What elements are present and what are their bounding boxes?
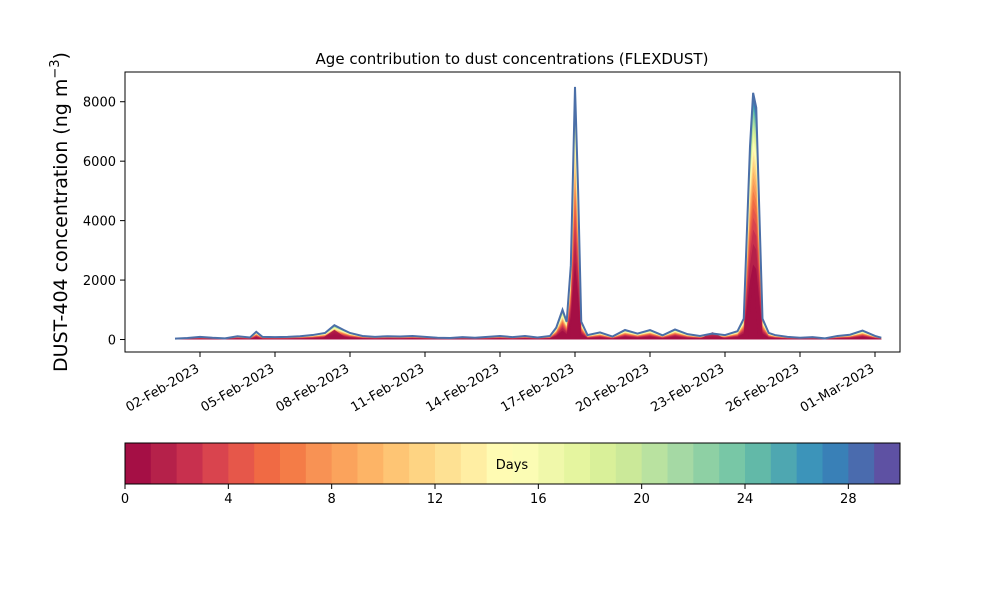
colorbar-cell [409,443,436,484]
total-line-path [174,86,882,340]
colorbar-cell [745,443,772,484]
x-axis: 02-Feb-202305-Feb-202308-Feb-202311-Feb-… [123,352,877,416]
y-axis-label-exponent: −3 [48,59,63,78]
colorbar-cell [512,443,539,484]
x-tick-label: 23-Feb-2023 [648,361,727,415]
colorbar-cell [693,443,720,484]
colorbar-cell [641,443,668,484]
young-peak-3 [748,271,759,340]
colorbar-cell [770,443,798,484]
colorbar-cell [564,443,591,484]
x-tick-label: 08-Feb-2023 [273,361,352,415]
young-peak-0 [320,329,349,340]
colorbar-cell [435,443,462,484]
x-tick-label: 26-Feb-2023 [723,361,802,415]
colorbar-cell [590,443,617,484]
colorbar-ticks: 0 4 8 12 16 20 24 28 [121,484,857,507]
colorbar-cell [125,443,152,484]
total-concentration-line [174,86,882,340]
colorbar-cell [848,443,875,484]
colorbar-frame [124,442,901,485]
y-axis-label-main: DUST-404 concentration (ng m [50,79,72,372]
axes-frame [125,72,900,352]
young-peak-2 [698,332,727,340]
colorbar-cell [331,443,358,484]
colorbar-label: Days [496,458,529,473]
colorbar-cell [460,443,488,484]
colorbar-cell [615,443,643,484]
x-tick-label: 01-Mar-2023 [798,361,877,415]
colorbar-cell [383,443,410,484]
y-tick-label: 4000 [83,215,116,230]
x-tick-label: 17-Feb-2023 [498,361,577,415]
young-age-fill [320,262,759,340]
colorbar-tick-label: 0 [121,492,129,507]
colorbar: Days 0 4 8 12 16 20 24 28 [121,442,901,507]
y-tick-label: 6000 [83,155,116,170]
colorbar-tick-label: 20 [633,492,650,507]
x-tick-label: 14-Feb-2023 [423,361,502,415]
y-tick-label: 8000 [83,96,116,111]
x-tick-label: 11-Feb-2023 [348,361,427,415]
colorbar-cell [822,443,849,484]
y-axis-label: DUST-404 concentration (ng m−3) [48,52,72,372]
colorbar-tick-label: 4 [224,492,232,507]
colorbar-cell [176,443,203,484]
x-tick-label: 05-Feb-2023 [198,361,277,415]
y-tick-label: 2000 [83,274,116,289]
colorbar-tick-label: 16 [530,492,547,507]
colorbar-cell [202,443,229,484]
young-peak-1 [570,262,580,340]
colorbar-cell [874,443,901,484]
colorbar-tick-label: 24 [737,492,754,507]
colorbar-tick-label: 28 [840,492,857,507]
axes-border [124,71,901,353]
colorbar-cells [125,443,901,484]
colorbar-cell [486,443,513,484]
x-tick-label: 20-Feb-2023 [573,361,652,415]
plot-area: 0 2000 4000 6000 8000 02-Feb-202305-Feb-2023… [83,71,901,416]
colorbar-tick-label: 12 [427,492,444,507]
chart-title: Age contribution to dust concentrations … [316,50,709,68]
y-tick-label: 0 [108,334,116,349]
colorbar-tick-label: 8 [328,492,336,507]
colorbar-cell [305,443,333,484]
colorbar-cell [254,443,281,484]
colorbar-cell [280,443,307,484]
colorbar-cell [228,443,255,484]
colorbar-cell [667,443,694,484]
colorbar-cell [150,443,178,484]
colorbar-cell [719,443,746,484]
colorbar-cell [796,443,823,484]
y-axis: 0 2000 4000 6000 8000 [83,96,125,349]
colorbar-cell [538,443,565,484]
colorbar-cell [357,443,384,484]
x-tick-label: 02-Feb-2023 [123,361,202,415]
y-axis-label-close: ) [50,52,72,59]
